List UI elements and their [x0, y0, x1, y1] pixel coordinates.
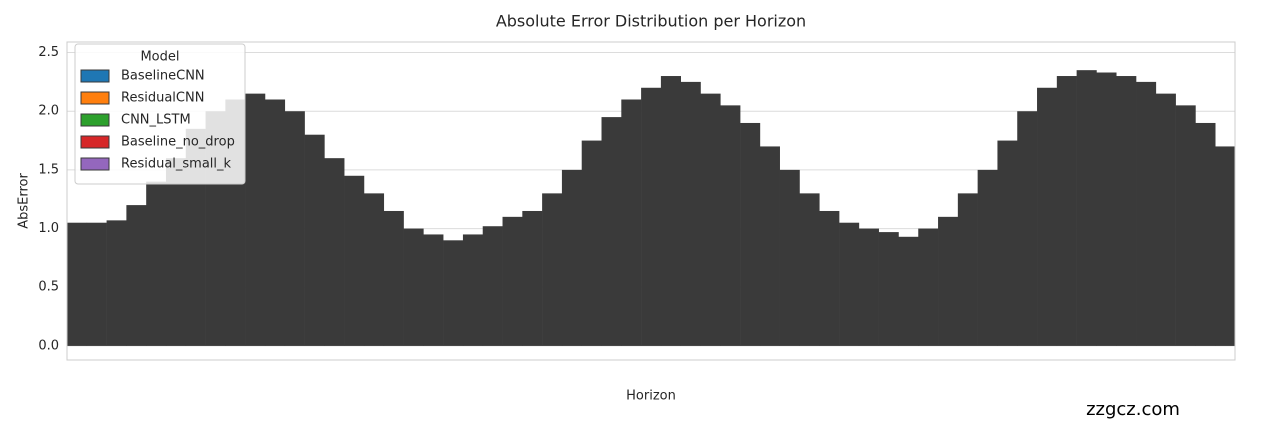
- bar: [264, 99, 286, 346]
- bar: [165, 158, 187, 346]
- bar: [720, 105, 741, 346]
- bar: [601, 117, 622, 346]
- bar: [363, 193, 385, 346]
- y-axis-label: AbsError: [17, 173, 32, 229]
- bar: [799, 193, 820, 346]
- bar: [641, 87, 662, 346]
- bar: [997, 140, 1018, 346]
- bar: [1037, 87, 1058, 346]
- bar: [938, 216, 959, 346]
- bar: [977, 169, 998, 346]
- bar: [383, 210, 404, 346]
- legend-label: ResidualCNN: [121, 91, 204, 106]
- bar: [146, 181, 167, 346]
- bar: [1215, 146, 1236, 346]
- legend-box: [74, 43, 246, 185]
- bar: [522, 210, 543, 346]
- y-tick-label: 2.0: [38, 104, 59, 119]
- bar: [621, 99, 642, 346]
- bar: [1136, 81, 1157, 346]
- bar: [324, 158, 345, 346]
- bar: [858, 228, 879, 346]
- plot-border: [66, 41, 1236, 361]
- bar: [1017, 111, 1038, 346]
- bar: [918, 228, 939, 346]
- bar: [819, 210, 840, 346]
- legend-label: BaselineCNN: [121, 69, 205, 84]
- legend-label: Baseline_no_drop: [121, 135, 235, 150]
- bar: [1195, 122, 1216, 346]
- bar: [957, 193, 978, 346]
- bar: [542, 193, 563, 346]
- bar: [106, 220, 127, 346]
- legend-title: Model: [140, 50, 179, 65]
- legend-swatch: [80, 135, 110, 149]
- bar: [759, 146, 780, 346]
- bar: [1116, 76, 1137, 346]
- legend-swatch: [80, 69, 110, 83]
- bar: [1096, 72, 1117, 346]
- bar: [304, 134, 325, 346]
- y-tick-label: 0.5: [38, 280, 59, 295]
- bar: [462, 234, 484, 346]
- bar: [1175, 105, 1196, 346]
- legend-label: Residual_small_k: [121, 157, 232, 172]
- bar: [680, 81, 701, 346]
- bar: [403, 228, 424, 346]
- watermark: zzgcz.com: [1086, 399, 1180, 420]
- bar: [1056, 76, 1077, 346]
- bar: [779, 169, 800, 346]
- bar: [878, 232, 899, 346]
- legend: Model BaselineCNN ResidualCNN CNN_LSTM Basel…: [74, 43, 246, 185]
- bar: [1155, 93, 1176, 346]
- chart-title: Absolute Error Distribution per Horizon: [496, 12, 806, 31]
- bar: [1076, 70, 1097, 346]
- y-tick-label: 1.5: [38, 162, 59, 177]
- bar: [502, 216, 523, 346]
- y-tick-label: 1.0: [38, 221, 59, 236]
- bar: [581, 140, 602, 346]
- bar: [898, 236, 919, 346]
- legend-swatch: [80, 113, 110, 127]
- bar: [660, 76, 681, 346]
- bar: [86, 222, 107, 346]
- bar: [482, 226, 503, 346]
- legend-swatch: [80, 157, 110, 171]
- y-tick-label: 2.5: [38, 45, 59, 60]
- bar: [443, 240, 464, 346]
- bar: [284, 111, 305, 346]
- bar: [839, 222, 860, 346]
- bar: [561, 169, 583, 346]
- legend-swatch: [80, 91, 110, 105]
- legend-label: CNN_LSTM: [121, 113, 191, 128]
- bar: [344, 175, 365, 346]
- bar: [700, 93, 721, 346]
- bar: [740, 122, 761, 346]
- y-tick-label: 0.0: [38, 338, 59, 353]
- bar: [67, 222, 88, 346]
- bar: [423, 234, 444, 346]
- bar: [126, 205, 147, 346]
- bar: [245, 93, 266, 346]
- x-axis-label: Horizon: [626, 389, 676, 404]
